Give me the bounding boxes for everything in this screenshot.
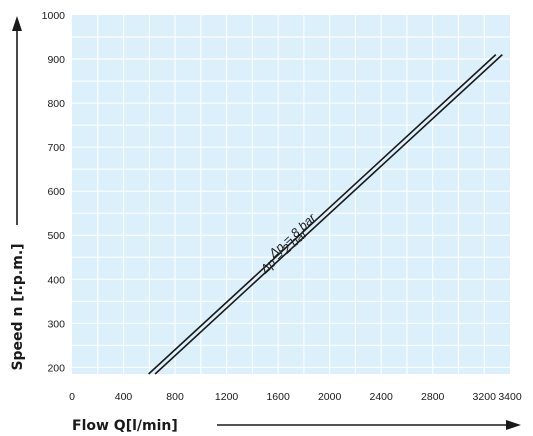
x-tick-label: 1600 [266, 391, 290, 403]
series-lines [148, 54, 503, 375]
x-tick-label: 2800 [421, 391, 445, 403]
y-tick-label: 400 [47, 274, 65, 286]
x-tick-label: 2000 [318, 391, 342, 403]
y-tick-label: 200 [47, 362, 65, 374]
x-tick-label: 3200 [473, 391, 497, 403]
y-tick-label: 600 [47, 186, 65, 198]
x-tick-label: 1200 [215, 391, 239, 403]
y-tick-labels: 200 300 400 500 600 700 800 900 1000 [42, 10, 66, 374]
x-tick-label: 3400 [498, 391, 522, 403]
y-tick-label: 700 [47, 142, 65, 154]
y-tick-label: 300 [47, 318, 65, 330]
grid-lines [72, 15, 510, 374]
x-tick-label: 2400 [369, 391, 393, 403]
y-tick-label: 500 [47, 230, 65, 242]
x-tick-label: 800 [166, 391, 184, 403]
plot-background [72, 15, 510, 374]
x-axis-title: Flow Q[l/min] [72, 418, 178, 434]
x-tick-label: 400 [115, 391, 133, 403]
x-tick-label: 0 [69, 391, 75, 403]
axis-arrows [12, 16, 521, 430]
series-line-1 [148, 54, 497, 375]
y-tick-label: 900 [47, 54, 65, 66]
x-axis-arrow-head [506, 420, 521, 430]
y-tick-label: 1000 [42, 10, 66, 22]
series-line-2 [154, 54, 503, 375]
x-tick-labels: 0 400 800 1200 1600 2000 2400 2800 3200 3400 [69, 391, 522, 403]
y-axis-arrow-head [12, 16, 22, 31]
y-tick-label: 800 [47, 98, 65, 110]
y-axis-title: Speed n [r.p.m.] [10, 243, 26, 370]
